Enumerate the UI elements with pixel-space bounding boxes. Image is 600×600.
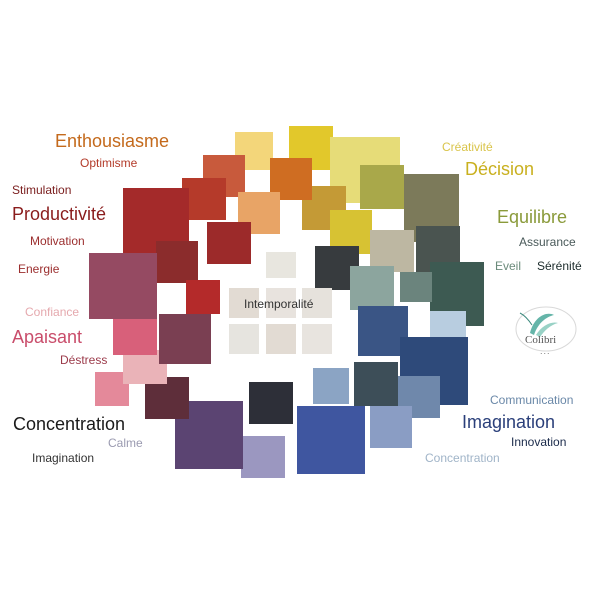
swatch-neutral-4 — [302, 288, 332, 318]
swatch-ink — [249, 382, 293, 424]
label-intemporalite: Intemporalité — [244, 297, 314, 311]
label-equilibre: Equilibre — [497, 207, 568, 227]
label-assurance: Assurance — [519, 235, 576, 249]
colibri-logo-dots: ... — [540, 346, 551, 356]
swatch-neutral-3 — [266, 288, 296, 318]
label-imagination-left: Imagination — [32, 451, 95, 465]
label-apaisant: Apaisant — [12, 327, 83, 347]
label-motivation: Motivation — [30, 234, 85, 248]
swatch-gunmetal — [354, 362, 398, 406]
label-serenite: Sérénité — [537, 259, 582, 273]
label-communication: Communication — [490, 393, 574, 407]
swatch-red-4 — [186, 280, 220, 314]
label-innovation: Innovation — [511, 435, 567, 449]
swatch-royal — [297, 406, 365, 474]
label-optimisme: Optimisme — [80, 156, 138, 170]
swatch-brick — [182, 178, 226, 220]
swatch-lavender — [241, 436, 285, 478]
label-concentration-left: Concentration — [13, 414, 126, 434]
swatch-neutral-6 — [266, 324, 296, 354]
swatch-red-3 — [156, 241, 198, 283]
label-energie: Energie — [18, 262, 60, 276]
label-enthousiasme: Enthousiasme — [55, 131, 170, 151]
label-concentration-right: Concentration — [425, 451, 500, 465]
label-productivite: Productivité — [12, 204, 107, 224]
swatch-red-2 — [207, 222, 251, 264]
swatch-steel-light — [313, 368, 349, 404]
label-imagination-right: Imagination — [462, 412, 556, 432]
label-eveil: Eveil — [495, 259, 522, 273]
swatch-teal-gray — [400, 272, 432, 302]
swatch-taupe — [370, 230, 414, 272]
swatch-mauve — [159, 314, 211, 364]
swatch-neutral-7 — [302, 324, 332, 354]
swatch-neutral-1 — [266, 252, 296, 278]
swatch-burgundy — [89, 253, 157, 319]
swatch-neutral-5 — [229, 324, 259, 354]
swatch-neutral-2 — [229, 288, 259, 318]
label-creativite: Créativité — [442, 140, 493, 154]
swatch-sage — [350, 266, 394, 310]
colibri-logo-name: Colibri — [525, 334, 557, 346]
label-decision: Décision — [465, 159, 535, 179]
label-stimulation: Stimulation — [12, 183, 72, 197]
label-destress: Déstress — [60, 353, 108, 367]
label-confiance: Confiance — [25, 305, 80, 319]
swatch-periwinkle — [370, 406, 412, 448]
colibri-logo — [515, 306, 577, 352]
swatch-denim — [358, 306, 408, 356]
swatch-olive-yellow — [360, 165, 404, 209]
label-calme: Calme — [108, 436, 143, 450]
